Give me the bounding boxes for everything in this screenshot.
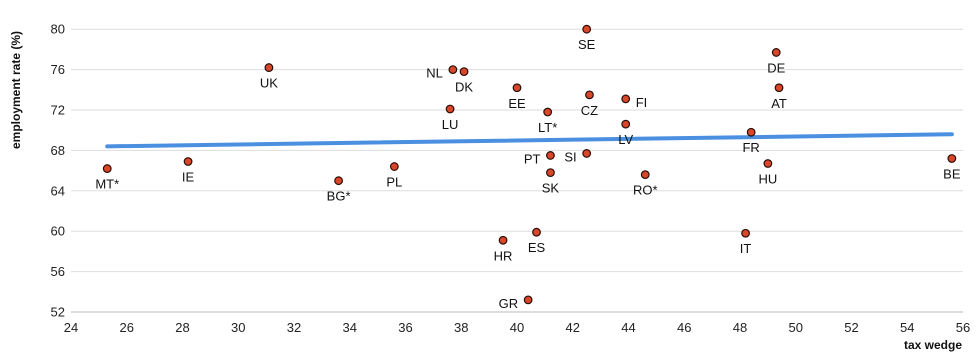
- x-tick-label: 34: [343, 320, 357, 335]
- gridlines: [71, 28, 963, 273]
- x-tick-label: 50: [789, 320, 803, 335]
- x-tick-label: 54: [900, 320, 914, 335]
- point-pl: [389, 162, 399, 171]
- trendline: [105, 132, 954, 149]
- point-sk: [546, 168, 555, 178]
- x-tick-label: 42: [566, 320, 580, 335]
- x-tick-label: 48: [733, 320, 747, 335]
- point-label-hr: HR: [494, 248, 513, 263]
- point-label-se: SE: [578, 37, 596, 52]
- x-tick-label: 46: [677, 320, 691, 335]
- point-hu: [763, 159, 773, 168]
- point-fr: [746, 127, 756, 137]
- x-tick-label: 32: [287, 320, 301, 335]
- x-tick-label: 40: [510, 320, 524, 335]
- point-nl: [448, 65, 458, 74]
- point-es: [532, 227, 541, 237]
- point-de: [771, 48, 781, 57]
- x-tick-label: 26: [120, 320, 134, 335]
- x-tick-label: 52: [844, 320, 858, 335]
- point-ee: [512, 83, 522, 93]
- point-label-de: DE: [767, 60, 785, 75]
- point-dk: [459, 67, 469, 77]
- point-label-sk: SK: [542, 181, 560, 196]
- y-tick-label: 56: [51, 264, 65, 279]
- point-pt: [546, 151, 555, 160]
- point-label-hu: HU: [758, 172, 777, 187]
- point-label-fr: FR: [742, 140, 759, 155]
- point-label-pt: PT: [524, 151, 541, 166]
- x-axis-title: tax wedge: [904, 338, 962, 352]
- point-be: [947, 154, 957, 163]
- point-label-es: ES: [528, 240, 546, 255]
- point-ro: [640, 170, 650, 180]
- y-tick-label: 52: [51, 305, 65, 320]
- x-axis-ticks: 24 26 28 30 32 34 36 38 40 42 44 46 48 50 52 54 56: [64, 320, 970, 335]
- point-at: [774, 83, 784, 93]
- point-fi: [621, 94, 631, 104]
- point-si: [582, 149, 592, 158]
- point-label-ie: IE: [182, 170, 195, 185]
- point-label-it: IT: [740, 241, 752, 256]
- point-ie: [183, 157, 193, 166]
- trendline-group: [105, 132, 954, 149]
- point-label-dk: DK: [455, 80, 473, 95]
- point-label-lv: LV: [618, 132, 633, 147]
- point-label-mt: MT*: [95, 177, 119, 192]
- y-tick-label: 64: [51, 183, 65, 198]
- point-label-ee: EE: [508, 96, 526, 111]
- y-axis-title: employment rate (%): [9, 31, 23, 149]
- point-cz: [585, 90, 594, 100]
- point-label-pl: PL: [386, 175, 402, 190]
- y-tick-label: 60: [51, 224, 65, 239]
- point-mt: [102, 164, 112, 173]
- point-lt: [543, 107, 553, 117]
- x-tick-label: 24: [64, 320, 78, 335]
- point-lv: [621, 119, 631, 129]
- y-tick-label: 76: [51, 62, 65, 77]
- x-tick-label: 38: [454, 320, 468, 335]
- y-tick-label: 72: [51, 103, 65, 118]
- point-label-nl: NL: [426, 66, 443, 81]
- x-tick-label: 36: [398, 320, 412, 335]
- point-label-bg: BG*: [327, 189, 351, 204]
- point-se: [582, 24, 592, 34]
- point-label-ro: RO*: [633, 183, 658, 198]
- point-label-uk: UK: [260, 76, 278, 91]
- y-axis-ticks: 52 56 60 64 68 72 76 80: [51, 22, 65, 320]
- point-lu: [445, 104, 455, 114]
- point-label-gr: GR: [499, 296, 519, 311]
- y-tick-label: 68: [51, 143, 65, 158]
- x-tick-label: 30: [231, 320, 245, 335]
- x-tick-label: 44: [621, 320, 635, 335]
- point-it: [741, 228, 750, 238]
- point-label-at: AT: [771, 96, 787, 111]
- point-uk: [264, 63, 274, 72]
- y-tick-label: 80: [51, 22, 65, 37]
- point-label-lu: LU: [442, 117, 459, 132]
- point-label-cz: CZ: [581, 103, 598, 118]
- x-tick-label: 28: [175, 320, 189, 335]
- point-label-si: SI: [564, 149, 576, 164]
- point-label-be: BE: [943, 166, 961, 181]
- point-label-lt: LT*: [538, 120, 557, 135]
- point-gr: [523, 295, 533, 305]
- point-label-fi: FI: [636, 95, 648, 110]
- point-bg: [334, 176, 344, 186]
- x-tick-label: 56: [956, 320, 970, 335]
- point-hr: [498, 235, 508, 245]
